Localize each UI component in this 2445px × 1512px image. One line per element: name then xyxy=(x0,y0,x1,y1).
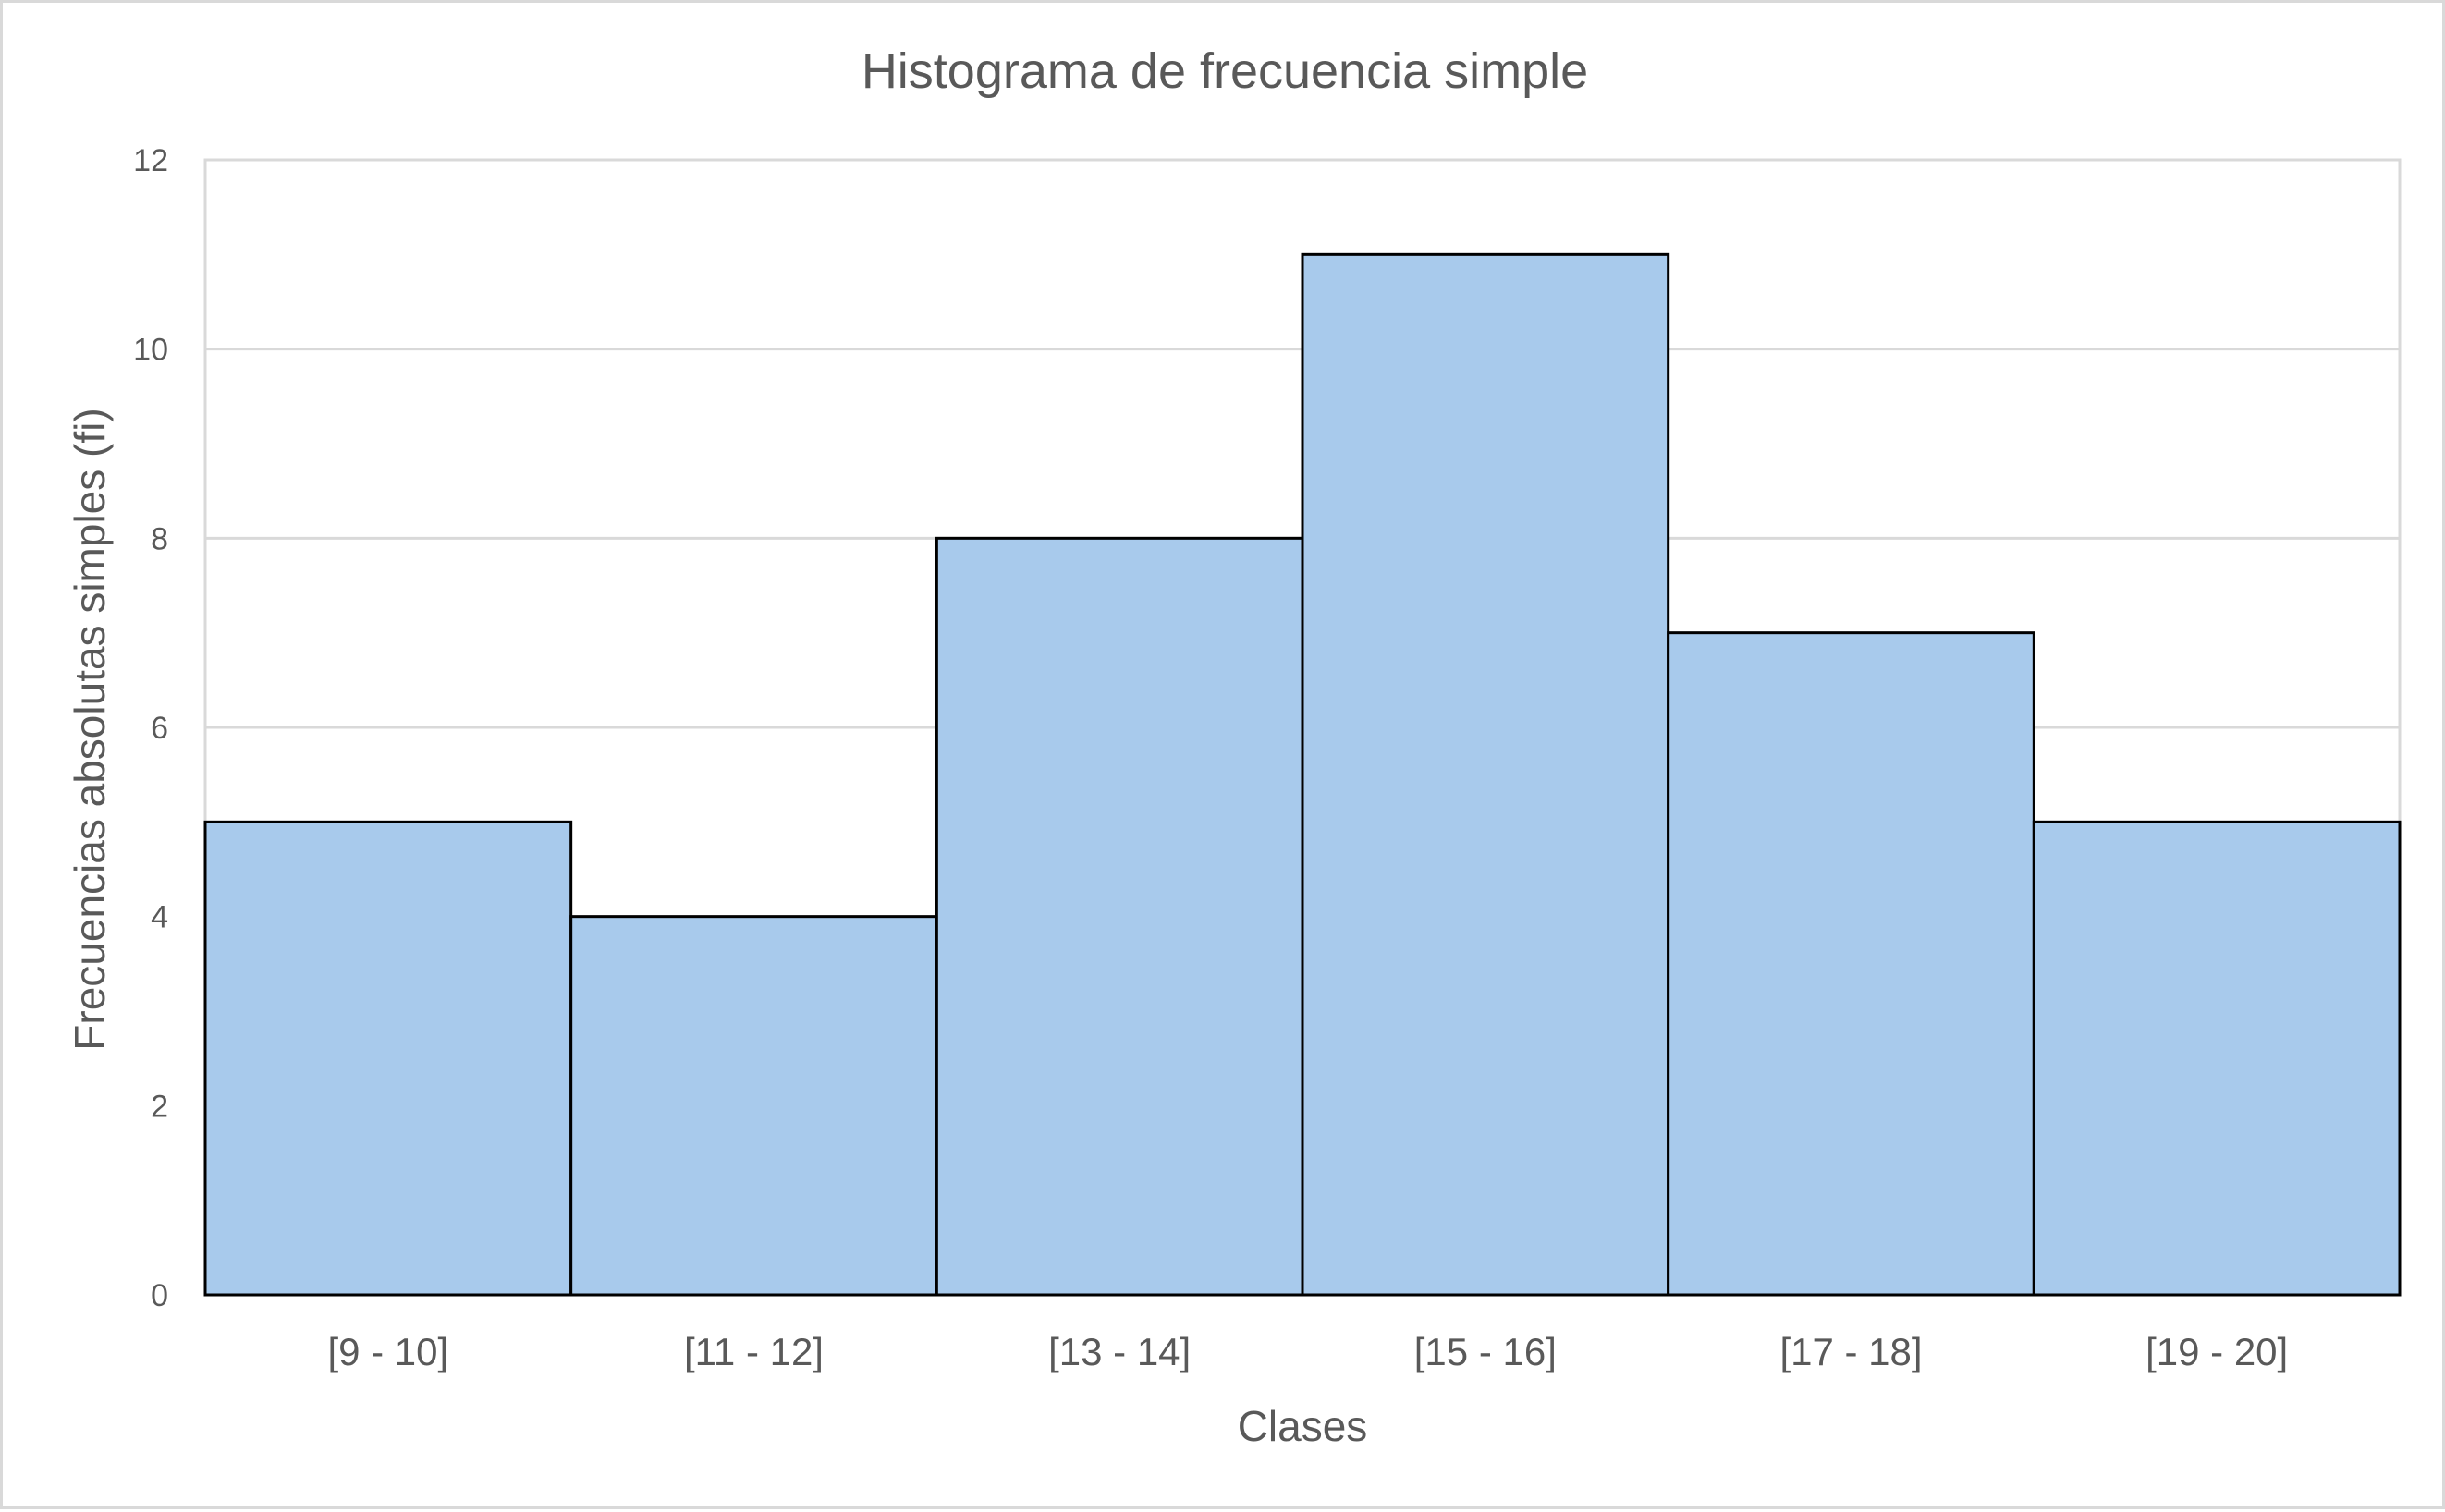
y-tick-label: 6 xyxy=(151,711,168,746)
y-axis-title: Frecuencias absolutas simples (fi) xyxy=(66,408,114,1050)
x-axis-ticks: [9 - 10] [11 - 12] [13 - 14] [15 - 16] [17 -… xyxy=(327,1330,2288,1373)
y-axis-ticks: 0 2 4 6 8 10 12 xyxy=(133,143,168,1313)
y-tick-label: 8 xyxy=(151,521,168,556)
bar xyxy=(203,820,573,1297)
x-axis-title: Clases xyxy=(1238,1402,1368,1450)
bars xyxy=(203,252,2402,1297)
y-tick-label: 4 xyxy=(151,900,168,935)
x-tick-label: [9 - 10] xyxy=(327,1330,448,1373)
x-tick-label: [13 - 14] xyxy=(1048,1330,1191,1373)
bar xyxy=(1667,631,2035,1297)
y-tick-label: 12 xyxy=(133,143,168,178)
histogram-chart: Histograma de frecuencia simple 0 2 4 6 8 10 1… xyxy=(66,43,2402,1450)
bar xyxy=(569,915,938,1297)
bar xyxy=(1301,252,1670,1297)
y-tick-label: 10 xyxy=(133,333,168,368)
bar xyxy=(2032,820,2402,1297)
bar xyxy=(935,536,1304,1297)
x-tick-label: [11 - 12] xyxy=(684,1330,824,1373)
chart-title: Histograma de frecuencia simple xyxy=(862,43,1588,99)
x-tick-label: [17 - 18] xyxy=(1779,1330,1922,1373)
x-tick-label: [19 - 20] xyxy=(2145,1330,2288,1373)
y-tick-label: 0 xyxy=(151,1278,168,1313)
y-tick-label: 2 xyxy=(151,1089,168,1124)
x-tick-label: [15 - 16] xyxy=(1414,1330,1557,1373)
